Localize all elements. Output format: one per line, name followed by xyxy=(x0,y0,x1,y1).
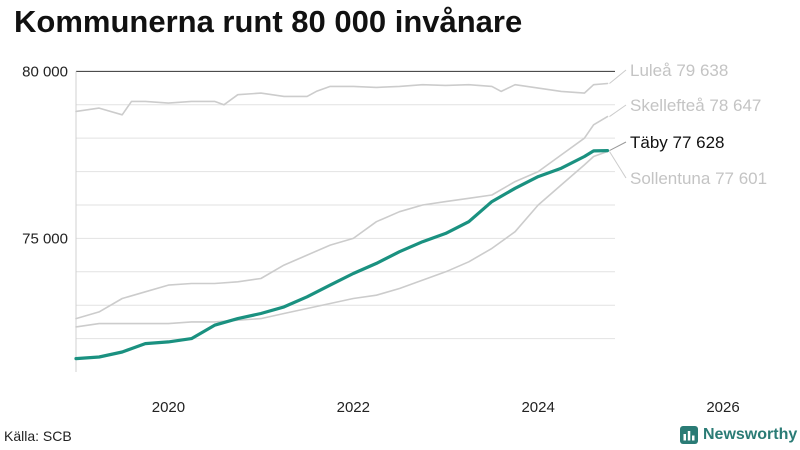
series-labels: Luleå 79 638 Skellefteå 78 647 Sollentuna … xyxy=(609,61,767,188)
series-line-sollentuna xyxy=(75,150,609,328)
series-label-skellefteå: Skellefteå 78 647 xyxy=(630,96,761,115)
x-tick-label: 2020 xyxy=(152,399,185,416)
leader-line xyxy=(609,104,627,117)
y-tick-label: 80 000 xyxy=(22,63,68,80)
series-lines xyxy=(74,82,610,361)
x-tick-label: 2022 xyxy=(337,399,370,416)
series-label-luleå: Luleå 79 638 xyxy=(630,61,728,80)
series-line-täby xyxy=(74,149,610,361)
newsworthy-logo-icon xyxy=(680,426,698,444)
leader-line xyxy=(609,69,627,84)
series-line-skellefteå xyxy=(75,115,609,320)
y-tick-label: 75 000 xyxy=(22,230,68,247)
x-tick-label: 2026 xyxy=(706,399,739,416)
series-label-sollentuna: Sollentuna 77 601 xyxy=(630,169,767,188)
series-label-täby: Täby 77 628 xyxy=(630,133,725,152)
source-note: Källa: SCB xyxy=(4,428,72,444)
chart-title: Kommunerna runt 80 000 invånare xyxy=(14,4,523,39)
grid-lines xyxy=(75,70,615,372)
leader-line xyxy=(609,141,627,152)
brand-name: Newsworthy xyxy=(703,426,798,443)
brand-logo[interactable]: Newsworthy xyxy=(680,426,797,444)
leader-line xyxy=(609,151,627,179)
x-tick-label: 2024 xyxy=(521,399,554,416)
series-line-luleå xyxy=(75,82,609,116)
axis-ticks: 75 000 80 000 2020 2022 2024 2026 xyxy=(22,63,740,416)
